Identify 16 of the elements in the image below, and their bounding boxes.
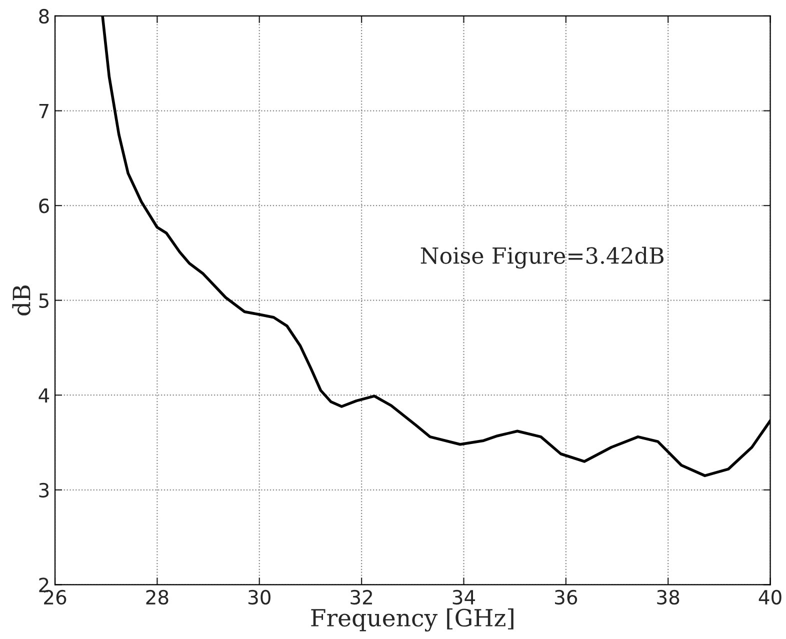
x-tick-label: 34 [452,590,476,605]
y-tick-label: 5 [39,294,48,308]
x-tick-label: 28 [146,590,168,605]
x-tick-label: 32 [350,590,372,605]
x-tick-label: 38 [657,590,680,605]
annotation: Noise Figure=3.42dB [420,246,664,269]
x-tick-label: 30 [248,590,270,605]
y-tick-label: 8 [39,8,49,24]
y-tick-label: 7 [39,104,48,118]
y-axis-title: dB [12,286,30,316]
y-tick-label: 6 [39,198,49,214]
x-tick-label: 40 [758,590,782,605]
y-tick-label: 4 [38,388,50,402]
y-tick-label: 3 [39,482,49,498]
x-axis-title: Frequency [GHz] [311,608,514,632]
x-tick-label: 36 [555,590,578,605]
